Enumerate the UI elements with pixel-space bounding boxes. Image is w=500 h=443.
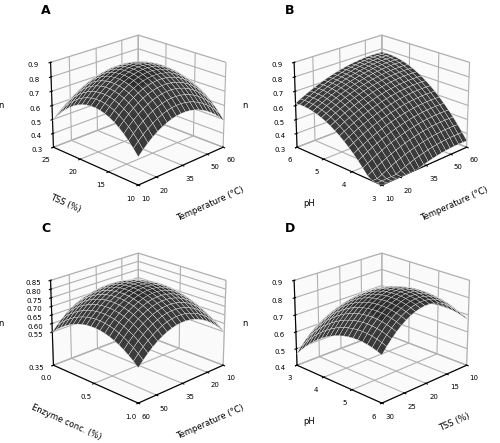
- Y-axis label: pH: pH: [304, 417, 316, 426]
- Text: D: D: [284, 222, 295, 235]
- Y-axis label: TSS (%): TSS (%): [49, 193, 82, 215]
- Y-axis label: pH: pH: [304, 199, 316, 208]
- Text: B: B: [284, 4, 294, 17]
- X-axis label: TSS (%): TSS (%): [438, 411, 471, 433]
- Y-axis label: Enzyme conc. (%): Enzyme conc. (%): [30, 402, 102, 441]
- X-axis label: Temperature (°C): Temperature (°C): [420, 185, 490, 223]
- Text: A: A: [41, 4, 50, 17]
- X-axis label: Temperature (°C): Temperature (°C): [176, 185, 246, 223]
- Text: C: C: [41, 222, 50, 235]
- X-axis label: Temperature (°C): Temperature (°C): [176, 403, 246, 441]
